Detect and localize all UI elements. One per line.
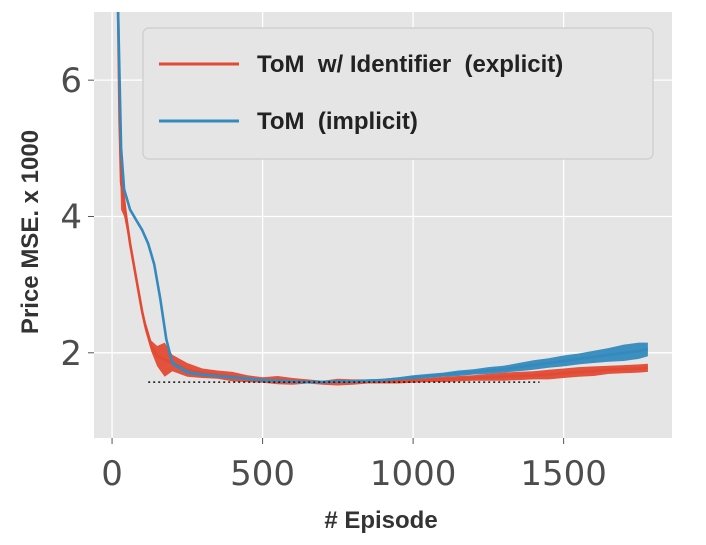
x-tick-label-2: 1000 <box>370 454 457 494</box>
x-tick-labels: 0 500 1000 1500 <box>101 438 607 494</box>
y-tick-label-0: 2 <box>60 334 82 374</box>
line-implicit <box>116 11 649 384</box>
x-tick-label-1: 500 <box>230 454 295 494</box>
y-tick-label-1: 4 <box>60 197 82 237</box>
series-lines <box>116 11 649 385</box>
legend-label-implicit: ToM (implicit) <box>257 108 418 135</box>
x-tick-label-3: 1500 <box>520 454 607 494</box>
y-axis-label: Price MSE. x 1000 <box>17 130 44 334</box>
y-tick-label-2: 6 <box>60 61 82 101</box>
y-tick-labels: 2 4 6 <box>60 61 94 374</box>
x-axis-label: # Episode <box>324 507 437 534</box>
legend-label-explicit: ToM w/ Identifier (explicit) <box>257 51 563 78</box>
legend: ToM w/ Identifier (explicit) ToM (implic… <box>142 27 654 160</box>
legend-box <box>142 27 654 160</box>
x-tick-label-0: 0 <box>101 454 123 494</box>
